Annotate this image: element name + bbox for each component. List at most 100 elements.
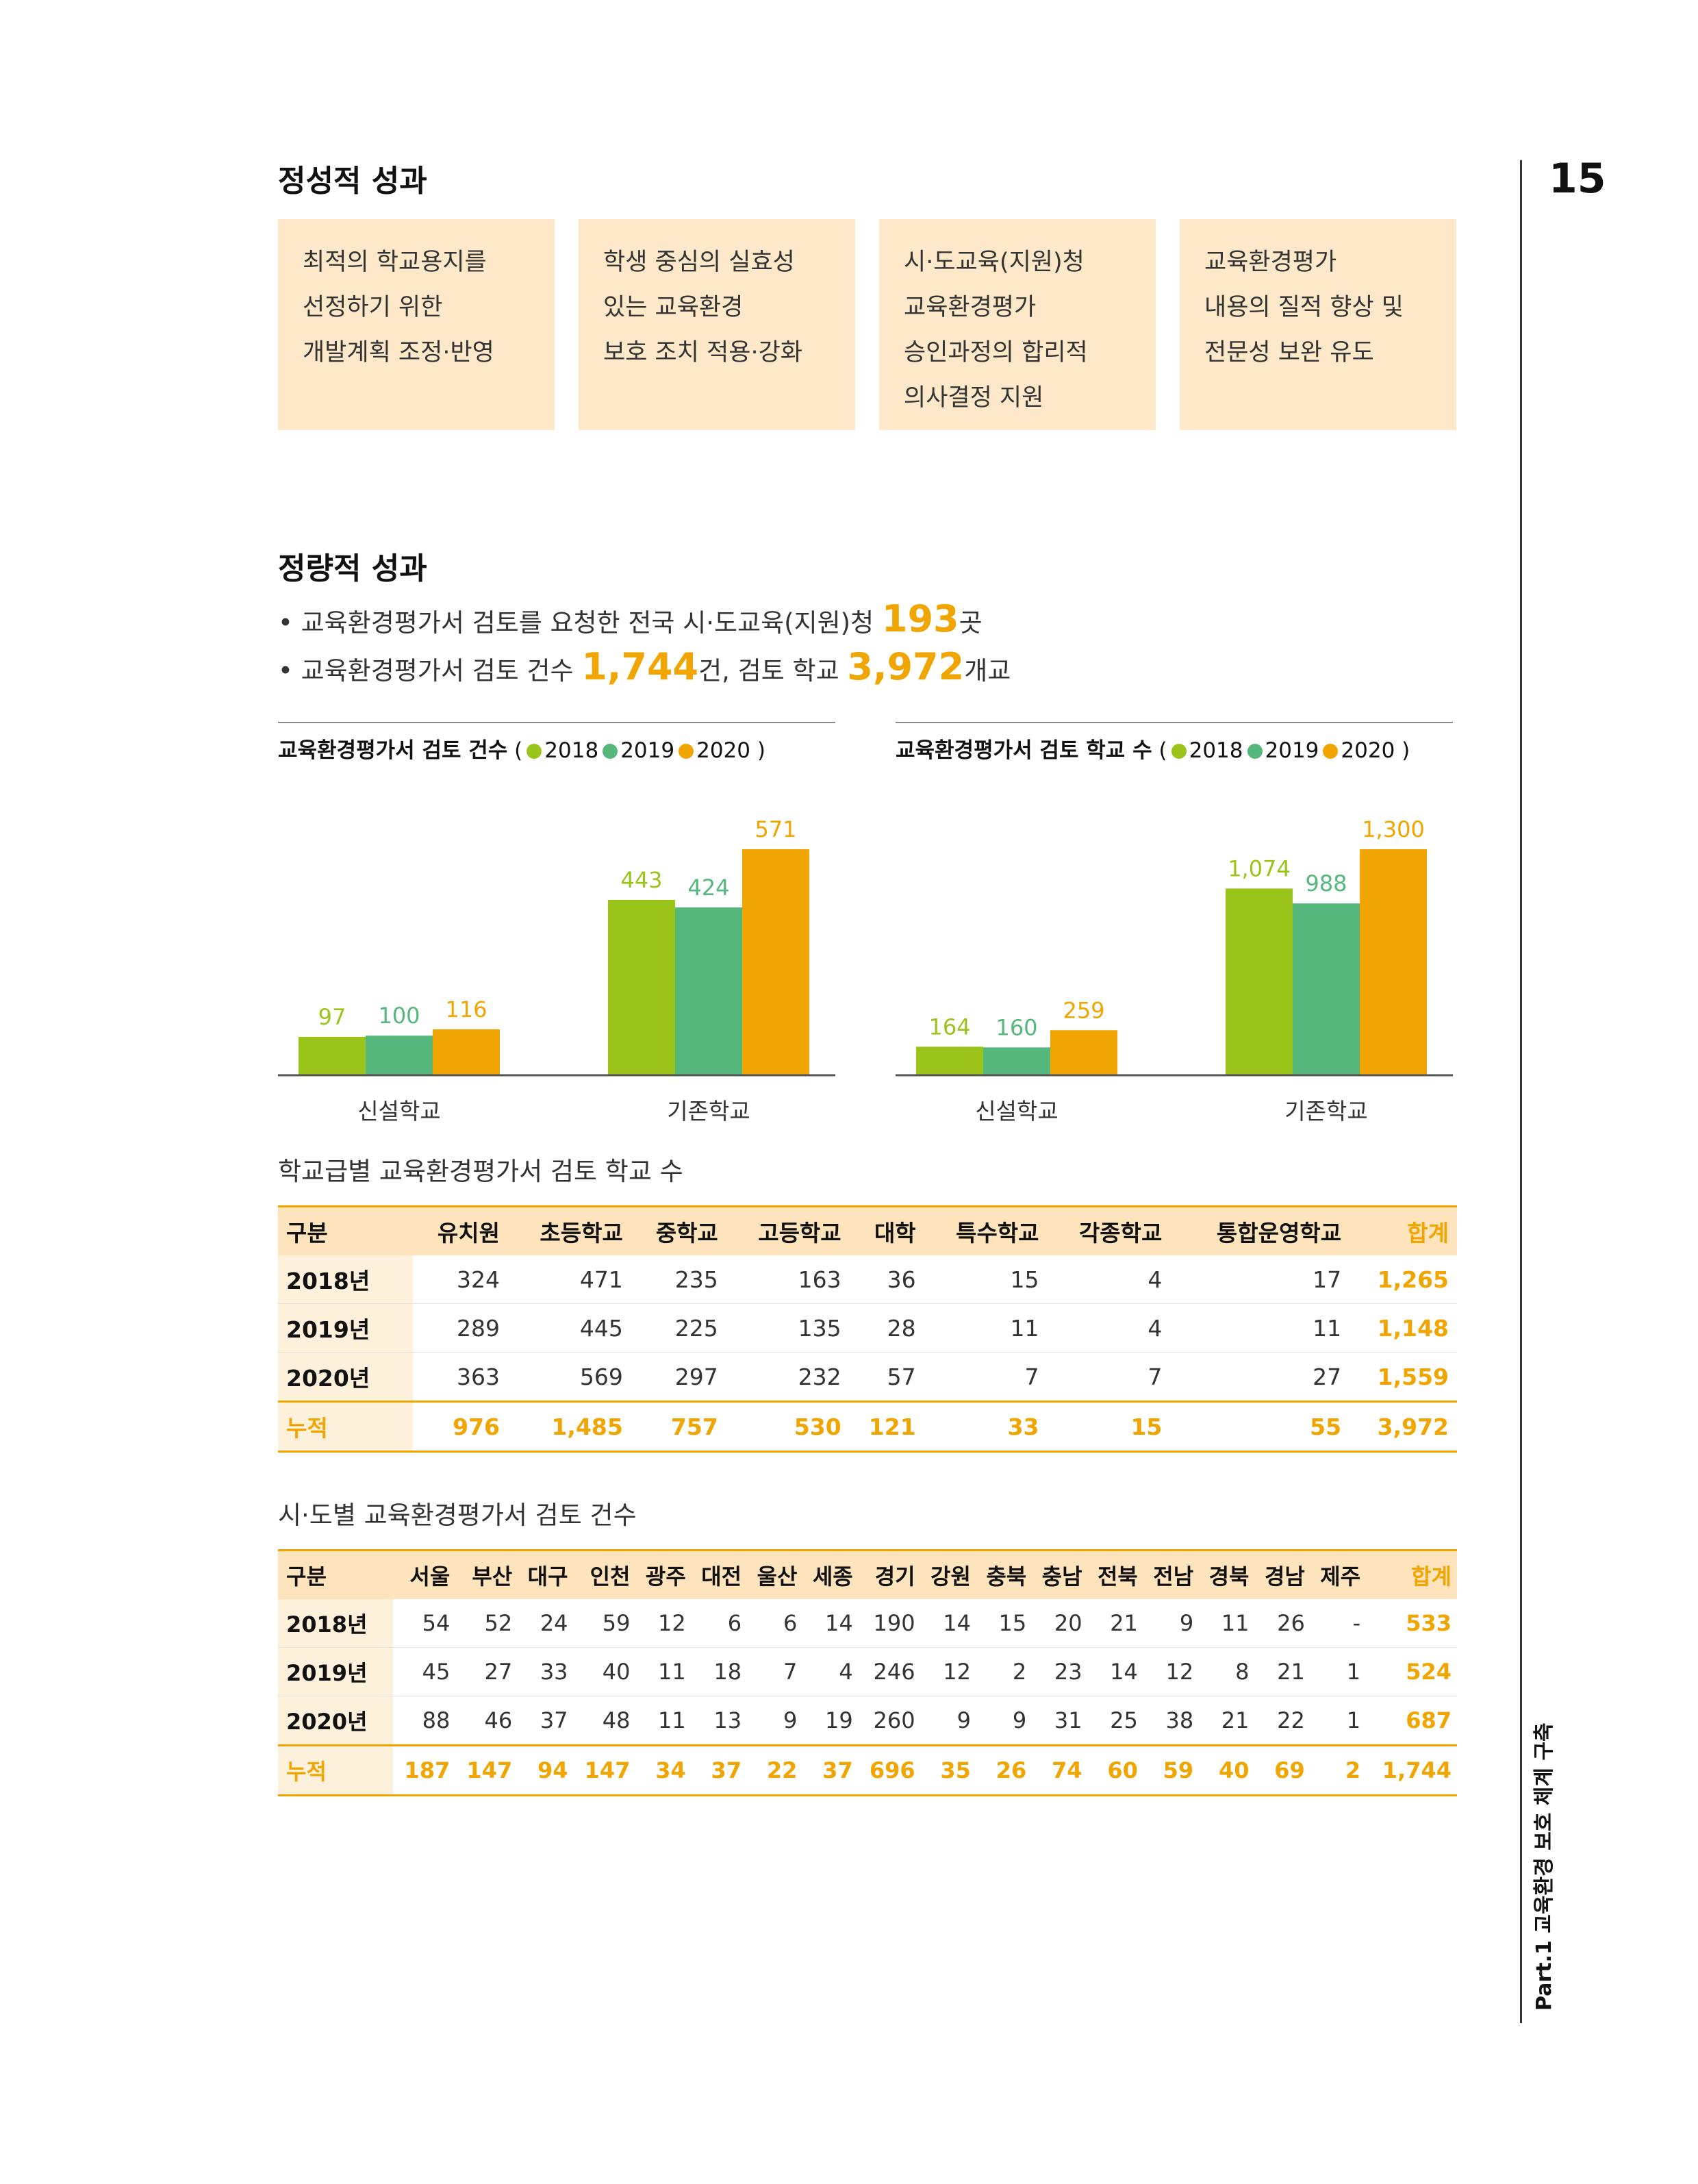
table-cell: 46: [455, 1696, 518, 1746]
column-header: 각종학교: [1047, 1205, 1171, 1255]
table-cell: 35: [920, 1744, 976, 1796]
row-label: 2019년: [278, 1647, 394, 1696]
column-header: 제주: [1310, 1549, 1367, 1599]
table-cell: 40: [573, 1647, 636, 1696]
category-label: 기존학교: [667, 1098, 750, 1125]
table-cell: 3,972: [1349, 1401, 1457, 1453]
part-label: Part.1 교육환경 보호 체계 구축: [1532, 1722, 1556, 2011]
legend-2018-icon: [1171, 744, 1187, 759]
table-cell: 14: [802, 1599, 859, 1648]
column-header: 인천: [573, 1549, 636, 1599]
table-row: 2019년 45 27 33 40 11 18 7 4 246 12 2 23 14 12 8 21 1 524: [278, 1647, 1457, 1696]
bar-2019-1: [1293, 903, 1360, 1075]
qualitative-line: 승인과정의 합리적: [904, 339, 1088, 366]
bar-value-label: 1,074: [1228, 855, 1291, 881]
column-header: 전남: [1143, 1549, 1200, 1599]
qualitative-line: 교육환경평가: [904, 294, 1037, 321]
table-row: 2020년 363 569 297 232 57 7 7 27 1,559: [278, 1352, 1457, 1402]
qualitative-line: 시·도교육(지원)청: [904, 249, 1085, 276]
table-cell: 7: [924, 1352, 1048, 1402]
table-row: 2018년 54 52 24 59 12 6 6 14 190 14 15 20 21 9 11 26-533: [278, 1599, 1457, 1648]
table-cell: 15: [976, 1599, 1032, 1648]
qualitative-line: 개발계획 조정·반영: [303, 339, 494, 366]
chart-1-legend-2018: 2018: [544, 738, 599, 763]
table-cell: -: [1310, 1599, 1367, 1648]
table-cell: 246: [858, 1647, 921, 1696]
column-header: 구분: [278, 1549, 394, 1599]
column-header: 특수학교: [924, 1205, 1048, 1255]
column-header: 광주: [635, 1549, 692, 1599]
bar-value-label: 97: [318, 1004, 346, 1030]
column-header: 중학교: [631, 1205, 726, 1255]
legend-2018-icon: [527, 744, 542, 759]
table-cell: 37: [691, 1744, 748, 1796]
qualitative-line: 최적의 학교용지를: [303, 249, 487, 276]
table-cell: 23: [1032, 1647, 1088, 1696]
row-label: 2019년: [278, 1303, 414, 1353]
table-cell: 121: [849, 1401, 924, 1453]
table-cell: 33: [518, 1647, 574, 1696]
table-cell: 696: [858, 1744, 921, 1796]
chart-review-count: 97 100 116 신설학교 443 424 571 기존학교: [278, 816, 835, 1125]
bar-2019-0: [366, 1035, 433, 1075]
table-cell: 26: [976, 1744, 1032, 1796]
table-cell: 147: [573, 1744, 636, 1796]
table-cell: 7: [747, 1647, 803, 1696]
table-cell: 2: [1310, 1744, 1367, 1796]
table-cell: 1,265: [1349, 1255, 1457, 1304]
qualitative-line: 있는 교육환경: [603, 294, 744, 321]
category-label: 신설학교: [357, 1098, 440, 1125]
category-label: 기존학교: [1284, 1098, 1367, 1125]
column-header: 경남: [1254, 1549, 1310, 1599]
bar-value-label: 443: [620, 867, 662, 893]
table-cell: 4: [802, 1647, 859, 1696]
table-cell: 13: [691, 1696, 748, 1746]
row-label: 2018년: [278, 1599, 394, 1648]
office-count: 193: [881, 597, 959, 640]
qualitative-line: 의사결정 지원: [904, 384, 1044, 412]
table-cell: 757: [631, 1401, 726, 1453]
chart-2-legend-2018: 2018: [1189, 738, 1243, 763]
table-cell: 235: [631, 1255, 726, 1304]
table-row: 2019년 289 445 225 135 28 11 4 11 1,148: [278, 1303, 1457, 1353]
legend-2020-icon: [679, 744, 694, 759]
column-header: 대구: [518, 1549, 574, 1599]
table-cell: 12: [635, 1599, 692, 1648]
table-cell: 4: [1047, 1255, 1171, 1304]
table-cell: 57: [849, 1352, 924, 1402]
table-cell: 60: [1087, 1744, 1143, 1796]
bar-value-label: 116: [445, 996, 487, 1022]
table-cell: 187: [393, 1744, 456, 1796]
bar-value-label: 100: [378, 1003, 420, 1029]
table-cell: 34: [635, 1744, 692, 1796]
bar-2020-1: [742, 849, 809, 1075]
table-cell: 74: [1032, 1744, 1088, 1796]
region-table-caption: 시·도별 교육환경평가서 검토 건수: [278, 1501, 637, 1530]
table-cell: 45: [393, 1647, 456, 1696]
table-cell: 7: [1047, 1352, 1171, 1402]
qualitative-line: 선정하기 위한: [303, 294, 443, 321]
table-cell: 69: [1254, 1744, 1310, 1796]
table-cell: 232: [726, 1352, 850, 1402]
table-cell: 19: [802, 1696, 859, 1746]
table-cell: 52: [455, 1599, 518, 1648]
chart-2-header: 교육환경평가서 검토 학교 수 (2018 2019 2020 ): [896, 738, 1410, 763]
column-header: 경기: [858, 1549, 921, 1599]
table-cell: 1: [1310, 1647, 1367, 1696]
table-cell: 21: [1254, 1647, 1310, 1696]
bar-value-label: 259: [1063, 997, 1104, 1023]
quantitative-title: 정량적 성과: [278, 551, 427, 586]
table-cell: 9: [747, 1696, 803, 1746]
chart-1-header: 교육환경평가서 검토 건수 (2018 2019 2020 ): [278, 738, 765, 763]
table-cell: 297: [631, 1352, 726, 1402]
bar-value-label: 424: [687, 875, 729, 901]
table-cell: 15: [1047, 1401, 1171, 1453]
table-cell: 59: [573, 1599, 636, 1648]
table-cell: 530: [726, 1401, 850, 1453]
table-cell: 24: [518, 1599, 574, 1648]
category-label: 신설학교: [975, 1098, 1058, 1125]
table-cell: 9: [976, 1696, 1032, 1746]
table-cell: 6: [691, 1599, 748, 1648]
table-cell: 533: [1366, 1599, 1457, 1648]
column-header: 울산: [747, 1549, 803, 1599]
